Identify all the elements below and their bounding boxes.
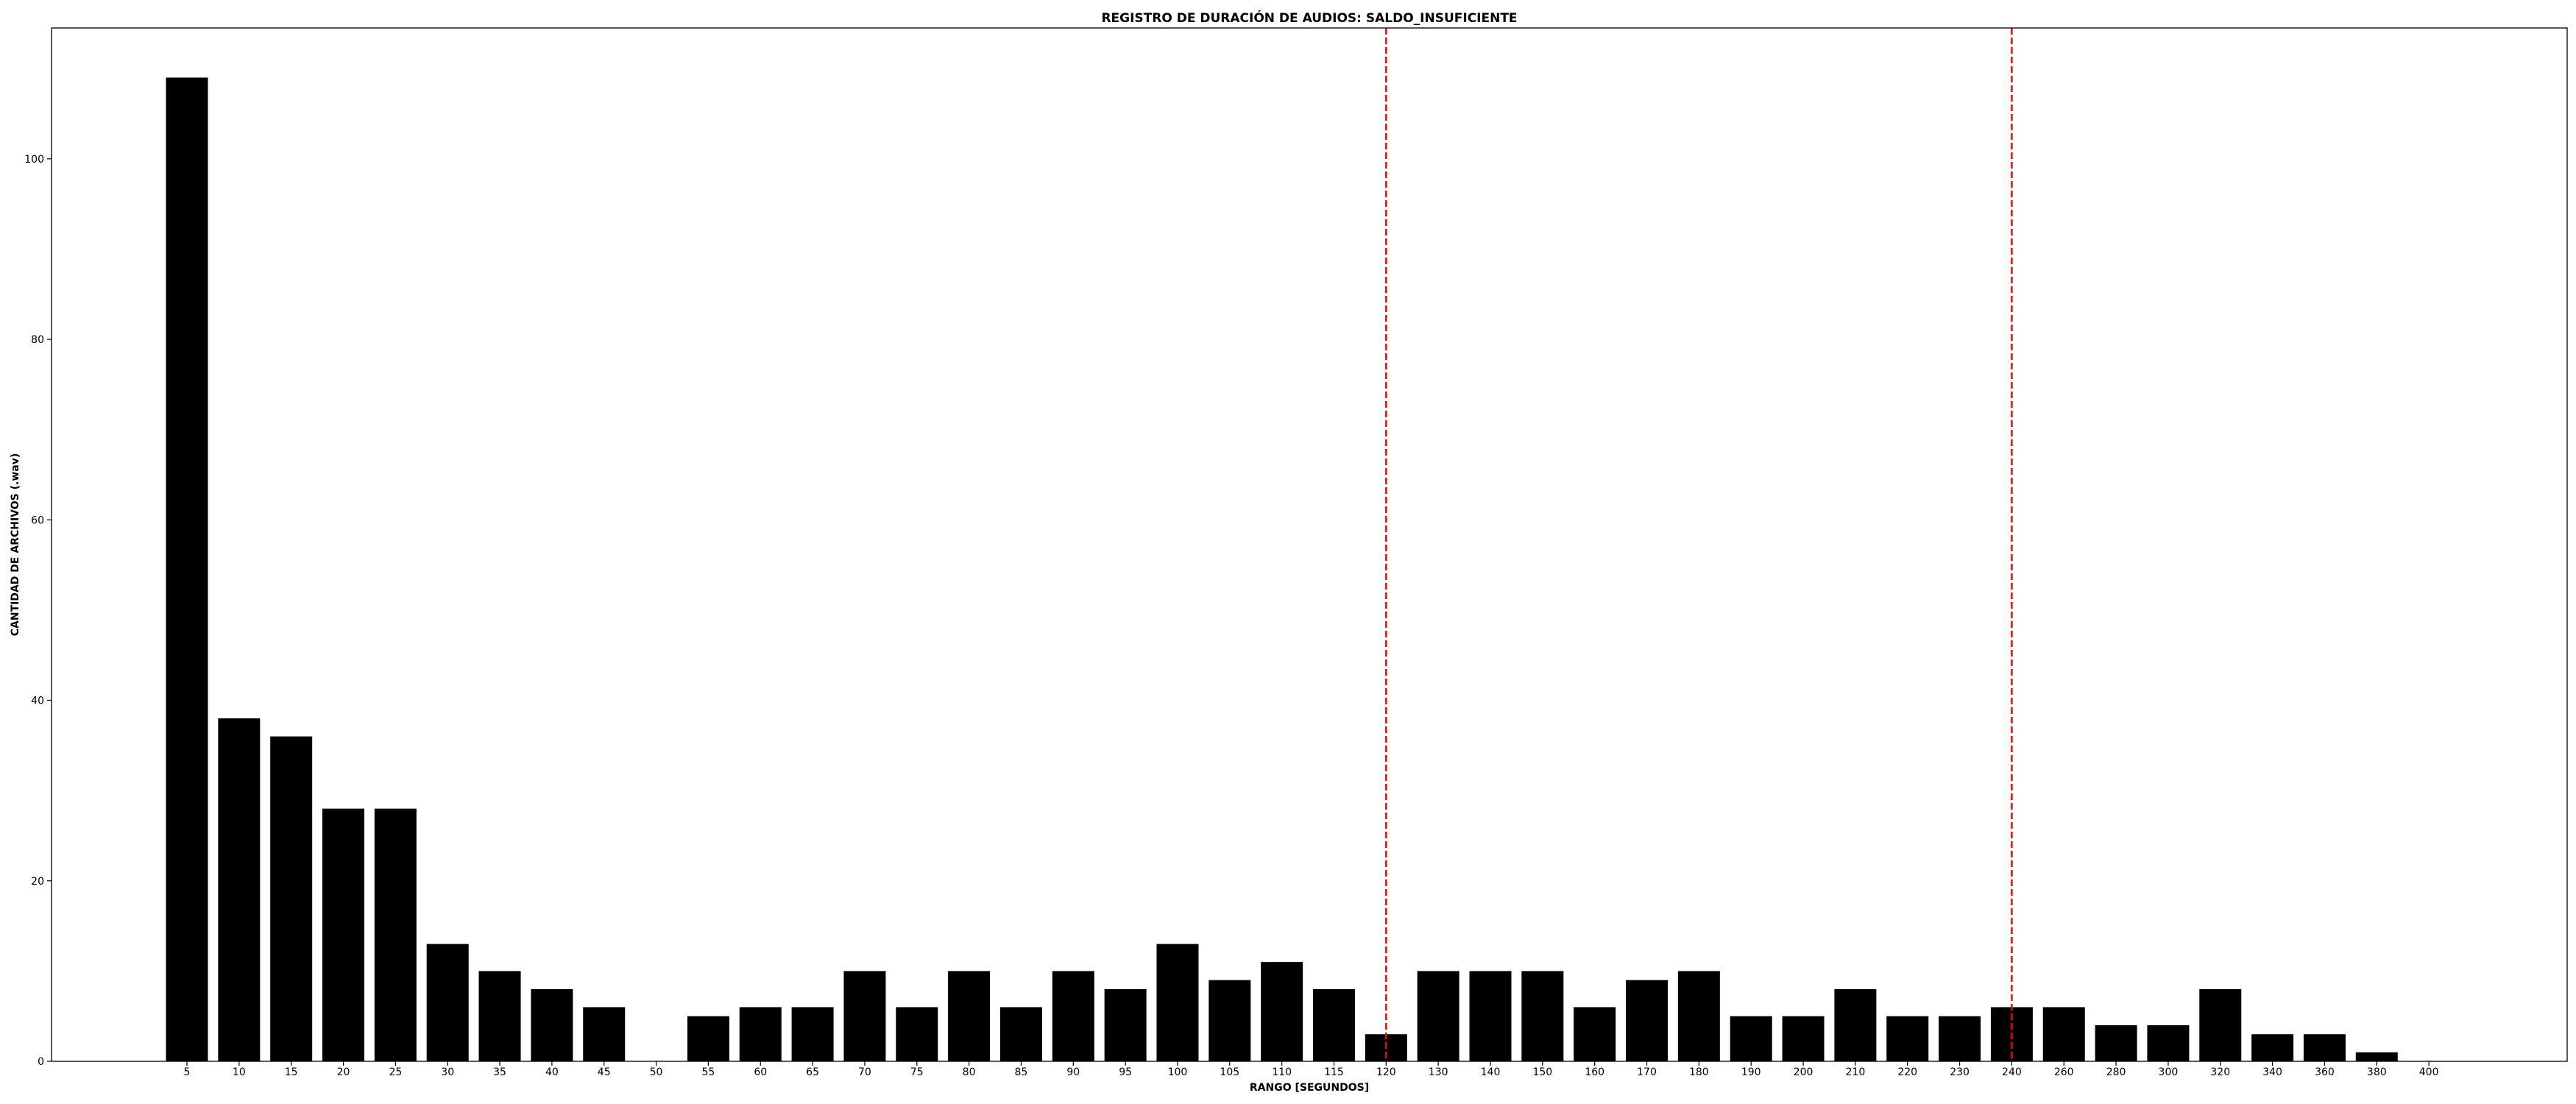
x-tick-label: 75 — [910, 1066, 924, 1078]
bar-40 — [531, 988, 573, 1061]
x-tick-label: 85 — [1015, 1066, 1028, 1078]
y-tick-label: 100 — [24, 154, 44, 166]
bar-90 — [1052, 971, 1094, 1061]
bar-110 — [1261, 962, 1303, 1061]
bar-280 — [2095, 1025, 2137, 1061]
x-tick-label: 170 — [1637, 1066, 1657, 1078]
x-tick-label: 60 — [754, 1066, 767, 1078]
x-tick-label: 45 — [598, 1066, 611, 1078]
x-tick-label: 100 — [1168, 1066, 1188, 1078]
y-tick-label: 40 — [31, 696, 44, 707]
bar-150 — [1521, 971, 1564, 1061]
x-tick-label: 200 — [1794, 1066, 1814, 1078]
bar-160 — [1574, 1007, 1616, 1061]
x-tick-label: 160 — [1585, 1066, 1604, 1078]
x-tick-label: 230 — [1950, 1066, 1970, 1078]
x-axis-title: RANGO [SEGUNDOS] — [1250, 1082, 1369, 1094]
x-tick-label: 80 — [963, 1066, 976, 1078]
x-tick-label: 360 — [2315, 1066, 2335, 1078]
bar-75 — [896, 1007, 938, 1061]
bar-60 — [739, 1007, 782, 1061]
x-tick-label: 30 — [441, 1066, 454, 1078]
bar-230 — [1939, 1016, 1981, 1061]
bar-20 — [322, 808, 365, 1061]
y-tick-label: 20 — [31, 876, 44, 888]
bar-210 — [1834, 988, 1877, 1061]
x-tick-label: 10 — [233, 1066, 246, 1078]
x-tick-label: 110 — [1272, 1066, 1292, 1078]
x-tick-label: 95 — [1119, 1066, 1132, 1078]
bar-85 — [999, 1007, 1042, 1061]
bar-170 — [1626, 980, 1669, 1061]
x-tick-label: 380 — [2367, 1066, 2387, 1078]
bar-55 — [687, 1016, 729, 1061]
x-tick-label: 105 — [1220, 1066, 1239, 1078]
x-axis-ticks: 5 10 15 20 25 30 35 40 45 50 55 60 65 70 75 80 85 90 95 100… — [184, 1061, 2439, 1078]
chart-title: REGISTRO DE DURACIÓN DE AUDIOS: SALDO_IN… — [1101, 10, 1517, 26]
y-tick-label: 60 — [31, 514, 44, 526]
bar-5 — [166, 77, 208, 1062]
x-tick-label: 65 — [806, 1066, 819, 1078]
y-axis-ticks: 0 20 40 60 80 100 — [24, 154, 52, 1068]
x-tick-label: 15 — [285, 1066, 298, 1078]
x-tick-label: 210 — [1846, 1066, 1866, 1078]
bar-65 — [791, 1007, 834, 1061]
bar-80 — [948, 971, 991, 1061]
x-tick-label: 340 — [2262, 1066, 2282, 1078]
bar-140 — [1469, 971, 1512, 1061]
y-tick-label: 80 — [31, 334, 44, 346]
x-tick-label: 320 — [2210, 1066, 2230, 1078]
x-tick-label: 300 — [2159, 1066, 2179, 1078]
x-tick-label: 50 — [650, 1066, 663, 1078]
bar-10 — [218, 718, 261, 1061]
bar-25 — [374, 808, 417, 1061]
x-tick-label: 130 — [1429, 1066, 1448, 1078]
bar-30 — [426, 944, 469, 1061]
bars-group — [166, 77, 2398, 1062]
bar-260 — [2042, 1007, 2085, 1061]
bar-15 — [270, 736, 313, 1061]
plot-frame — [51, 27, 2568, 1062]
bar-200 — [1782, 1016, 1825, 1061]
x-tick-label: 280 — [2106, 1066, 2126, 1078]
bar-130 — [1417, 971, 1459, 1061]
bar-360 — [2303, 1034, 2346, 1061]
x-tick-label: 240 — [2002, 1066, 2022, 1078]
bar-100 — [1156, 944, 1199, 1061]
x-tick-label: 55 — [701, 1066, 715, 1078]
x-tick-label: 140 — [1481, 1066, 1501, 1078]
x-tick-label: 5 — [184, 1066, 191, 1078]
x-tick-label: 260 — [2054, 1066, 2074, 1078]
y-tick-label: 0 — [38, 1056, 44, 1068]
bar-35 — [478, 971, 521, 1061]
x-tick-label: 190 — [1741, 1066, 1761, 1078]
x-tick-label: 120 — [1376, 1066, 1396, 1078]
x-tick-label: 40 — [545, 1066, 559, 1078]
x-tick-label: 70 — [858, 1066, 871, 1078]
bar-300 — [2147, 1025, 2190, 1061]
x-tick-label: 25 — [389, 1066, 402, 1078]
x-tick-label: 150 — [1532, 1066, 1552, 1078]
x-tick-label: 400 — [2419, 1066, 2439, 1078]
reference-lines — [1385, 28, 2013, 1061]
bar-70 — [843, 971, 886, 1061]
bar-105 — [1209, 980, 1251, 1061]
x-tick-label: 180 — [1689, 1066, 1709, 1078]
bar-320 — [2199, 988, 2242, 1061]
bar-45 — [583, 1007, 626, 1061]
bar-380 — [2355, 1052, 2398, 1061]
x-tick-label: 20 — [337, 1066, 350, 1078]
bar-180 — [1677, 971, 1720, 1061]
bar-95 — [1104, 988, 1147, 1061]
x-tick-label: 35 — [493, 1066, 506, 1078]
bar-220 — [1886, 1016, 1929, 1061]
y-axis-title: CANTIDAD DE ARCHIVOS (.wav) — [10, 453, 21, 636]
x-tick-label: 220 — [1897, 1066, 1917, 1078]
x-tick-label: 115 — [1324, 1066, 1344, 1078]
bar-340 — [2251, 1034, 2294, 1061]
x-tick-label: 90 — [1066, 1066, 1080, 1078]
bar-190 — [1730, 1016, 1772, 1061]
bar-115 — [1312, 988, 1355, 1061]
